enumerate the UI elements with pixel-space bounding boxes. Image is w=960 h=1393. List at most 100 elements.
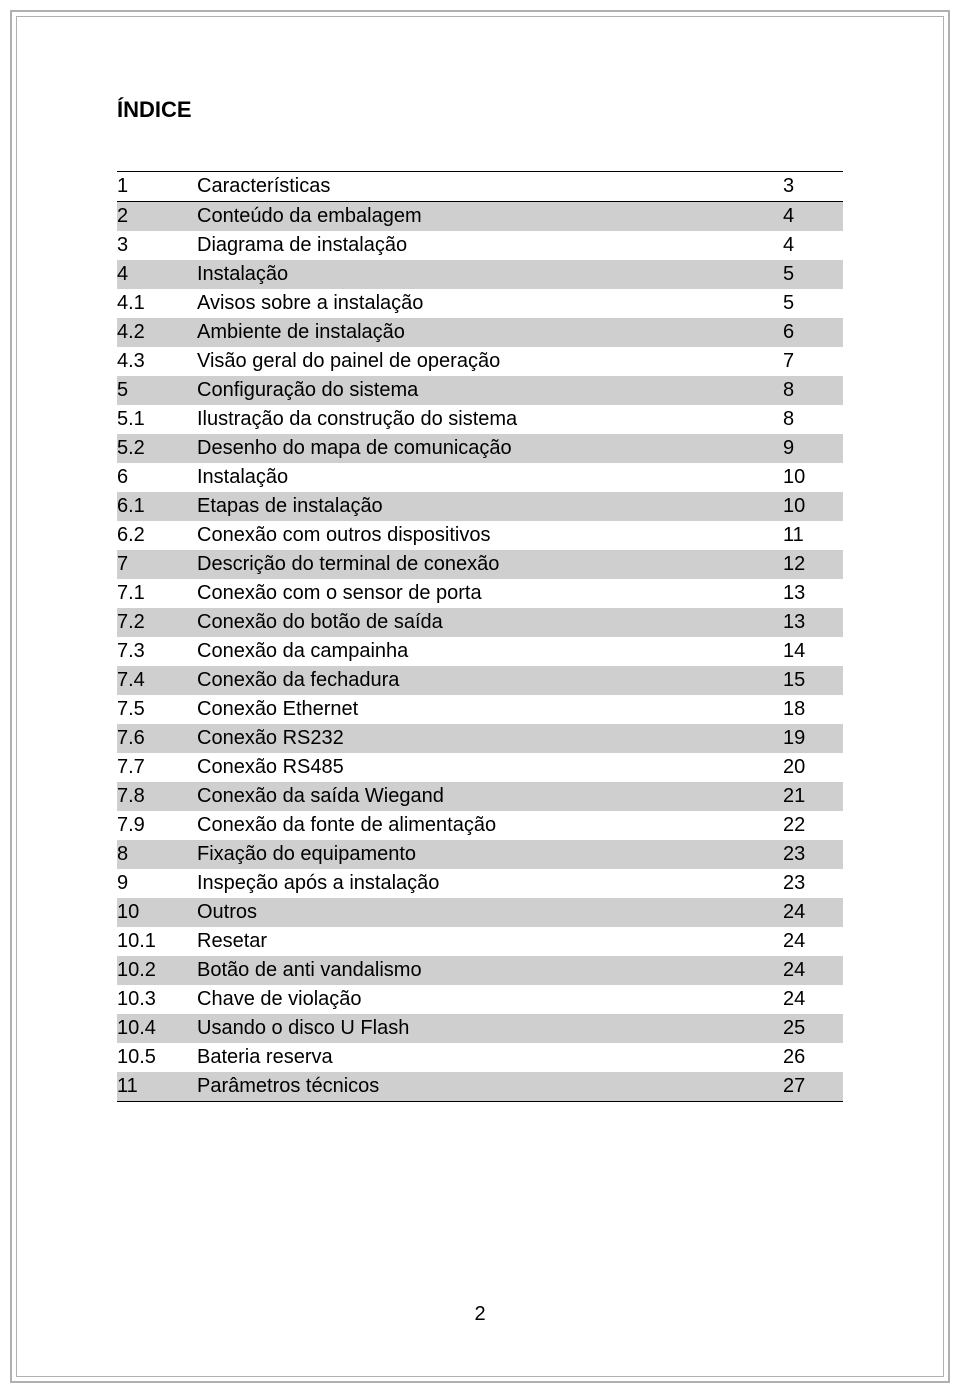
toc-row: 10.1Resetar24: [117, 927, 843, 956]
toc-section-title: Bateria reserva: [197, 1043, 783, 1072]
toc-section-number: 7.3: [117, 637, 197, 666]
toc-section-number: 10: [117, 898, 197, 927]
toc-section-number: 2: [117, 202, 197, 232]
toc-row: 7Descrição do terminal de conexão12: [117, 550, 843, 579]
toc-row: 7.9Conexão da fonte de alimentação22: [117, 811, 843, 840]
toc-section-title: Botão de anti vandalismo: [197, 956, 783, 985]
toc-page-number: 10: [783, 492, 843, 521]
toc-section-number: 7.1: [117, 579, 197, 608]
toc-row: 4.2Ambiente de instalação6: [117, 318, 843, 347]
toc-section-title: Resetar: [197, 927, 783, 956]
toc-row: 7.7Conexão RS48520: [117, 753, 843, 782]
toc-page-number: 8: [783, 376, 843, 405]
toc-page-number: 24: [783, 956, 843, 985]
toc-section-title: Avisos sobre a instalação: [197, 289, 783, 318]
toc-section-number: 1: [117, 172, 197, 202]
toc-page-number: 21: [783, 782, 843, 811]
toc-page-number: 15: [783, 666, 843, 695]
toc-section-number: 10.5: [117, 1043, 197, 1072]
toc-page-number: 7: [783, 347, 843, 376]
toc-section-number: 7.5: [117, 695, 197, 724]
toc-row: 7.5Conexão Ethernet18: [117, 695, 843, 724]
toc-row: 5Configuração do sistema8: [117, 376, 843, 405]
toc-section-title: Conexão Ethernet: [197, 695, 783, 724]
toc-row: 10.2Botão de anti vandalismo24: [117, 956, 843, 985]
toc-row: 6.1Etapas de instalação10: [117, 492, 843, 521]
toc-section-number: 5.1: [117, 405, 197, 434]
toc-row: 11Parâmetros técnicos27: [117, 1072, 843, 1102]
toc-row: 4.1Avisos sobre a instalação5: [117, 289, 843, 318]
toc-section-title: Ambiente de instalação: [197, 318, 783, 347]
toc-row: 5.2Desenho do mapa de comunicação9: [117, 434, 843, 463]
toc-section-title: Desenho do mapa de comunicação: [197, 434, 783, 463]
toc-section-number: 7.9: [117, 811, 197, 840]
toc-section-title: Etapas de instalação: [197, 492, 783, 521]
toc-page-number: 9: [783, 434, 843, 463]
toc-section-title: Parâmetros técnicos: [197, 1072, 783, 1102]
toc-row: 8Fixação do equipamento23: [117, 840, 843, 869]
toc-row: 2Conteúdo da embalagem4: [117, 202, 843, 232]
page-outer-frame: ÍNDICE 1Características32Conteúdo da emb…: [10, 10, 950, 1383]
toc-page-number: 4: [783, 231, 843, 260]
toc-section-title: Conexão da campainha: [197, 637, 783, 666]
toc-section-title: Fixação do equipamento: [197, 840, 783, 869]
toc-section-number: 9: [117, 869, 197, 898]
toc-section-title: Conexão do botão de saída: [197, 608, 783, 637]
toc-row: 10.3Chave de violação24: [117, 985, 843, 1014]
toc-page-number: 23: [783, 869, 843, 898]
toc-page-number: 5: [783, 260, 843, 289]
toc-section-title: Outros: [197, 898, 783, 927]
toc-section-number: 4.3: [117, 347, 197, 376]
toc-page-number: 8: [783, 405, 843, 434]
toc-page-number: 24: [783, 927, 843, 956]
toc-section-number: 10.4: [117, 1014, 197, 1043]
toc-page-number: 6: [783, 318, 843, 347]
toc-page-number: 25: [783, 1014, 843, 1043]
toc-page-number: 20: [783, 753, 843, 782]
toc-row: 7.3Conexão da campainha14: [117, 637, 843, 666]
toc-section-title: Diagrama de instalação: [197, 231, 783, 260]
toc-section-number: 7.7: [117, 753, 197, 782]
toc-section-title: Conexão da fechadura: [197, 666, 783, 695]
toc-row: 4Instalação5: [117, 260, 843, 289]
toc-section-number: 3: [117, 231, 197, 260]
toc-section-number: 4.1: [117, 289, 197, 318]
toc-section-number: 8: [117, 840, 197, 869]
toc-section-number: 7.2: [117, 608, 197, 637]
toc-page-number: 27: [783, 1072, 843, 1102]
page-inner-frame: ÍNDICE 1Características32Conteúdo da emb…: [16, 16, 944, 1377]
toc-section-number: 4.2: [117, 318, 197, 347]
toc-row: 7.1Conexão com o sensor de porta13: [117, 579, 843, 608]
toc-section-number: 6.2: [117, 521, 197, 550]
toc-section-title: Instalação: [197, 463, 783, 492]
toc-section-title: Conexão da saída Wiegand: [197, 782, 783, 811]
toc-title: ÍNDICE: [117, 97, 843, 123]
toc-section-number: 10.1: [117, 927, 197, 956]
toc-section-number: 10.3: [117, 985, 197, 1014]
toc-section-title: Instalação: [197, 260, 783, 289]
toc-row: 7.6Conexão RS23219: [117, 724, 843, 753]
toc-section-number: 7.4: [117, 666, 197, 695]
toc-page-number: 24: [783, 898, 843, 927]
toc-row: 1Características3: [117, 172, 843, 202]
toc-section-number: 10.2: [117, 956, 197, 985]
toc-section-title: Características: [197, 172, 783, 202]
toc-section-title: Configuração do sistema: [197, 376, 783, 405]
toc-section-title: Conexão com o sensor de porta: [197, 579, 783, 608]
toc-section-number: 5.2: [117, 434, 197, 463]
toc-row: 10Outros24: [117, 898, 843, 927]
toc-row: 6.2Conexão com outros dispositivos11: [117, 521, 843, 550]
toc-section-number: 11: [117, 1072, 197, 1102]
toc-section-number: 4: [117, 260, 197, 289]
toc-page-number: 18: [783, 695, 843, 724]
toc-section-title: Usando o disco U Flash: [197, 1014, 783, 1043]
toc-page-number: 11: [783, 521, 843, 550]
page-number: 2: [474, 1303, 485, 1326]
toc-section-title: Inspeção após a instalação: [197, 869, 783, 898]
toc-page-number: 3: [783, 172, 843, 202]
toc-section-number: 6: [117, 463, 197, 492]
toc-row: 7.4Conexão da fechadura15: [117, 666, 843, 695]
toc-page-number: 12: [783, 550, 843, 579]
toc-page-number: 4: [783, 202, 843, 232]
toc-section-title: Conteúdo da embalagem: [197, 202, 783, 232]
